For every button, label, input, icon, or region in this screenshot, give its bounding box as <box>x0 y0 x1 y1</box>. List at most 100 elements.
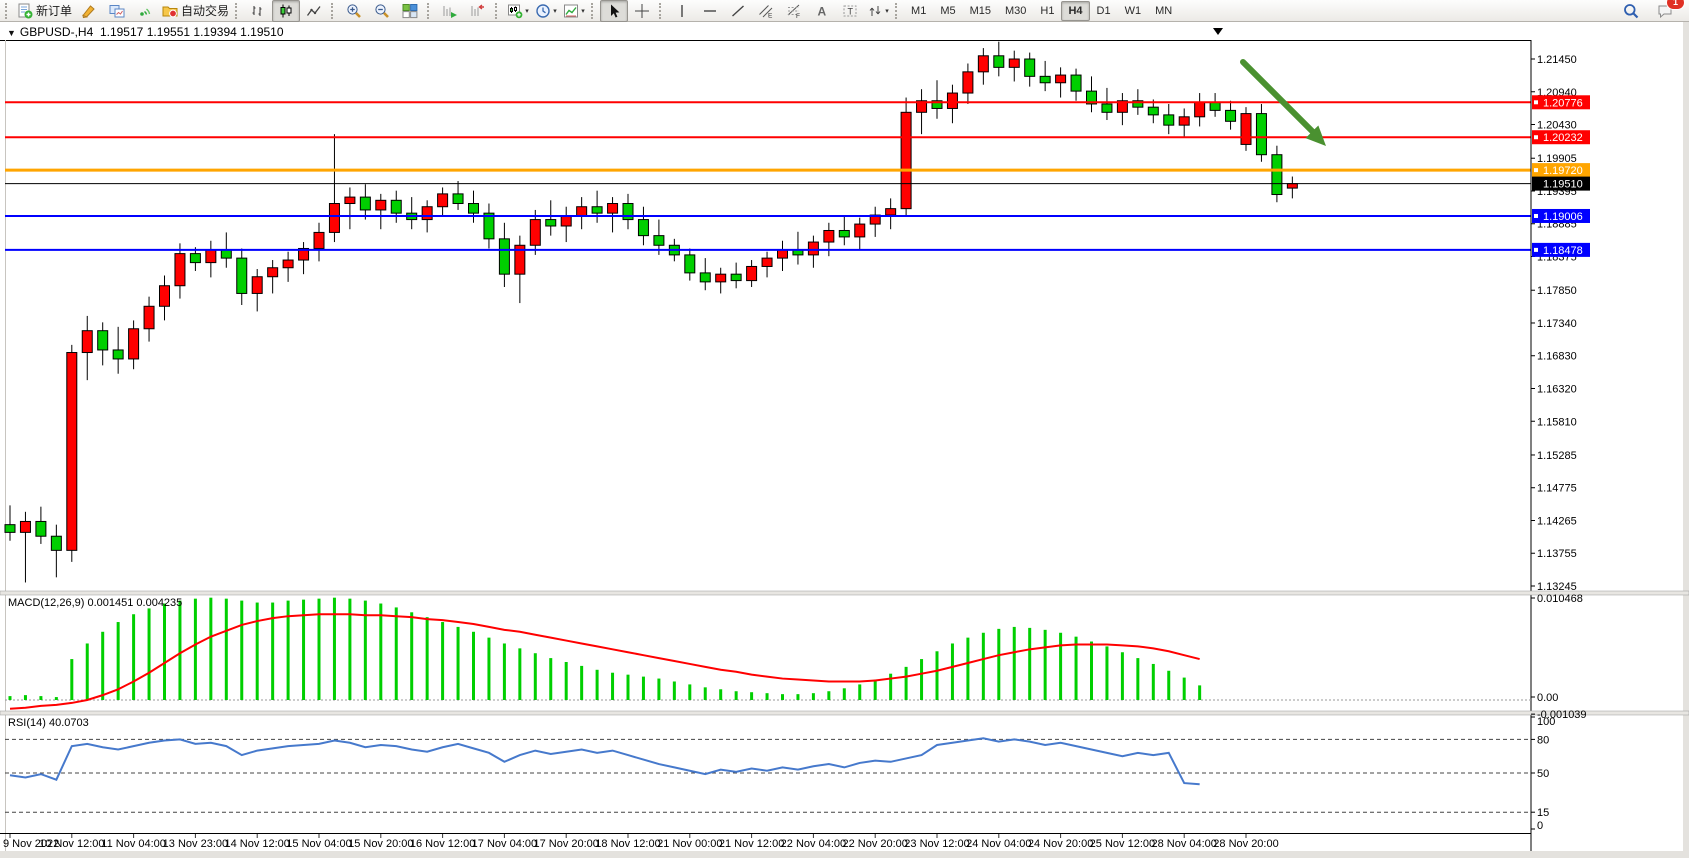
price-tag[interactable]: 1.18478 <box>1532 242 1590 257</box>
toolbar-group-handle[interactable] <box>235 2 241 19</box>
chat-button[interactable]: 1 <box>1651 0 1685 22</box>
chart-shift-button[interactable] <box>464 0 492 22</box>
price-tag[interactable]: 1.19006 <box>1532 208 1590 223</box>
dropdown-arrow-icon[interactable]: ▾ <box>553 7 557 15</box>
candle-chart-button[interactable] <box>272 0 301 22</box>
timeframe-d1-button[interactable]: D1 <box>1096 4 1111 17</box>
new-order-button[interactable]: 新订单 <box>14 0 75 22</box>
candle-body <box>1132 100 1144 108</box>
toolbar-group-handle[interactable] <box>427 2 433 19</box>
toolbar-group-handle[interactable] <box>331 2 337 19</box>
channel-button[interactable]: E <box>752 0 780 22</box>
candle-body <box>514 244 526 275</box>
dropdown-arrow-icon[interactable]: ▾ <box>581 7 585 15</box>
dropdown-arrow-icon[interactable]: ▾ <box>525 7 529 15</box>
bar-chart-button[interactable] <box>244 0 272 22</box>
price-tick-label: 1.13755 <box>1537 548 1577 560</box>
zoom-in-button[interactable] <box>340 0 368 22</box>
text-label-button[interactable]: T <box>836 0 864 22</box>
charts-window-button[interactable] <box>103 0 131 22</box>
dropdown-arrow-icon[interactable]: ▾ <box>885 7 889 15</box>
crayon-button[interactable] <box>75 0 103 22</box>
arrows-icon <box>869 5 881 16</box>
crosshair-button[interactable] <box>628 0 656 22</box>
timeframe-h1-button[interactable]: H1 <box>1040 4 1055 17</box>
macd-bar <box>1028 627 1032 700</box>
timeframe-m5-button[interactable]: M5 <box>940 4 956 17</box>
horizontal-line-button[interactable] <box>696 0 724 22</box>
timeframe-m1-button[interactable]: M1 <box>911 4 927 17</box>
vertical-line-button[interactable] <box>668 0 696 22</box>
macd-bar <box>209 597 213 700</box>
timeframe-m15-button[interactable]: M15 <box>969 4 991 17</box>
price-tag[interactable]: 1.19510 <box>1532 176 1590 191</box>
templates-button[interactable]: ▾ <box>560 0 588 22</box>
macd-bar <box>719 689 723 700</box>
trend-arrow-annotation[interactable] <box>1240 59 1326 146</box>
chart-canvas[interactable]: 1.214501.209401.204301.199051.193951.188… <box>0 22 1689 858</box>
candle-body <box>1178 116 1190 126</box>
cursor-button[interactable] <box>600 0 629 22</box>
candle-body <box>637 219 649 237</box>
timeframe-mn-button[interactable]: MN <box>1155 4 1173 17</box>
toolbar-group-handle[interactable] <box>591 2 597 19</box>
macd-indicator-label: MACD(12,26,9) 0.001451 0.004235 <box>8 597 183 609</box>
signals-button[interactable] <box>131 0 159 22</box>
date-label: 28 Nov 20:00 <box>1213 838 1278 850</box>
tile-windows-button[interactable] <box>396 0 424 22</box>
macd-bar <box>827 691 831 700</box>
macd-bar <box>518 648 522 700</box>
chart-shift-marker[interactable] <box>1213 28 1223 35</box>
search-button[interactable] <box>1617 0 1645 22</box>
date-label: 18 Nov 12:00 <box>595 838 660 850</box>
price-tag[interactable]: 1.19720 <box>1532 163 1590 178</box>
panel-splitter[interactable] <box>0 710 1689 716</box>
price-tag[interactable]: 1.20776 <box>1532 95 1590 110</box>
candle-body <box>1070 74 1082 92</box>
date-label: 15 Nov 04:00 <box>286 838 351 850</box>
timeframe-w1-button[interactable]: W1 <box>1124 4 1142 17</box>
fibonacci-button[interactable]: F <box>780 0 808 22</box>
macd-bar <box>1090 641 1093 700</box>
macd-bar <box>456 626 460 700</box>
toolbar-group-handle[interactable] <box>659 2 665 19</box>
macd-bar <box>271 602 275 700</box>
trendline-button[interactable] <box>724 0 752 22</box>
macd-tick-label: 0.00 <box>1537 692 1558 704</box>
toolbar-group-handle[interactable] <box>5 2 11 19</box>
crosshair-icon <box>635 3 650 18</box>
macd-bar <box>348 598 352 700</box>
profiles-button[interactable]: ▾ <box>532 0 560 22</box>
line-chart-button[interactable] <box>300 0 328 22</box>
date-label: 10 Nov 12:00 <box>39 838 104 850</box>
svg-text:1.18478: 1.18478 <box>1543 245 1583 257</box>
toolbar-group-handle[interactable] <box>895 2 901 19</box>
candle-body <box>205 249 217 264</box>
price-tag[interactable]: 1.20232 <box>1532 130 1590 145</box>
auto-scroll-button[interactable] <box>436 0 464 22</box>
candle-body <box>1008 58 1020 68</box>
toolbar-group-handle[interactable] <box>495 2 501 19</box>
auto-scroll-icon <box>443 5 458 18</box>
macd-bar <box>811 693 815 700</box>
panel-splitter[interactable] <box>0 590 1689 596</box>
macd-bar <box>1151 663 1155 700</box>
candle-body <box>313 231 325 249</box>
macd-bar <box>950 643 954 700</box>
zoom-out-button[interactable] <box>368 0 396 22</box>
new-chart-button[interactable]: ▾ <box>504 0 532 22</box>
candle-body <box>112 349 124 360</box>
macd-bar <box>1105 646 1109 700</box>
timeframe-h4-button[interactable]: H4 <box>1061 0 1090 21</box>
candle-body <box>128 328 140 360</box>
candle-body <box>885 208 897 216</box>
candle-body <box>298 247 310 261</box>
symbol-dropdown-icon[interactable]: ▼ <box>7 28 16 38</box>
candle-body <box>1024 58 1036 77</box>
arrows-button[interactable]: ▾ <box>864 0 892 22</box>
timeframe-m30-button[interactable]: M30 <box>1005 4 1027 17</box>
candle-chart-icon <box>280 4 292 17</box>
autotrading-button[interactable]: 自动交易 <box>159 0 232 22</box>
text-button[interactable]: A <box>808 0 836 22</box>
candle-body <box>359 196 371 211</box>
